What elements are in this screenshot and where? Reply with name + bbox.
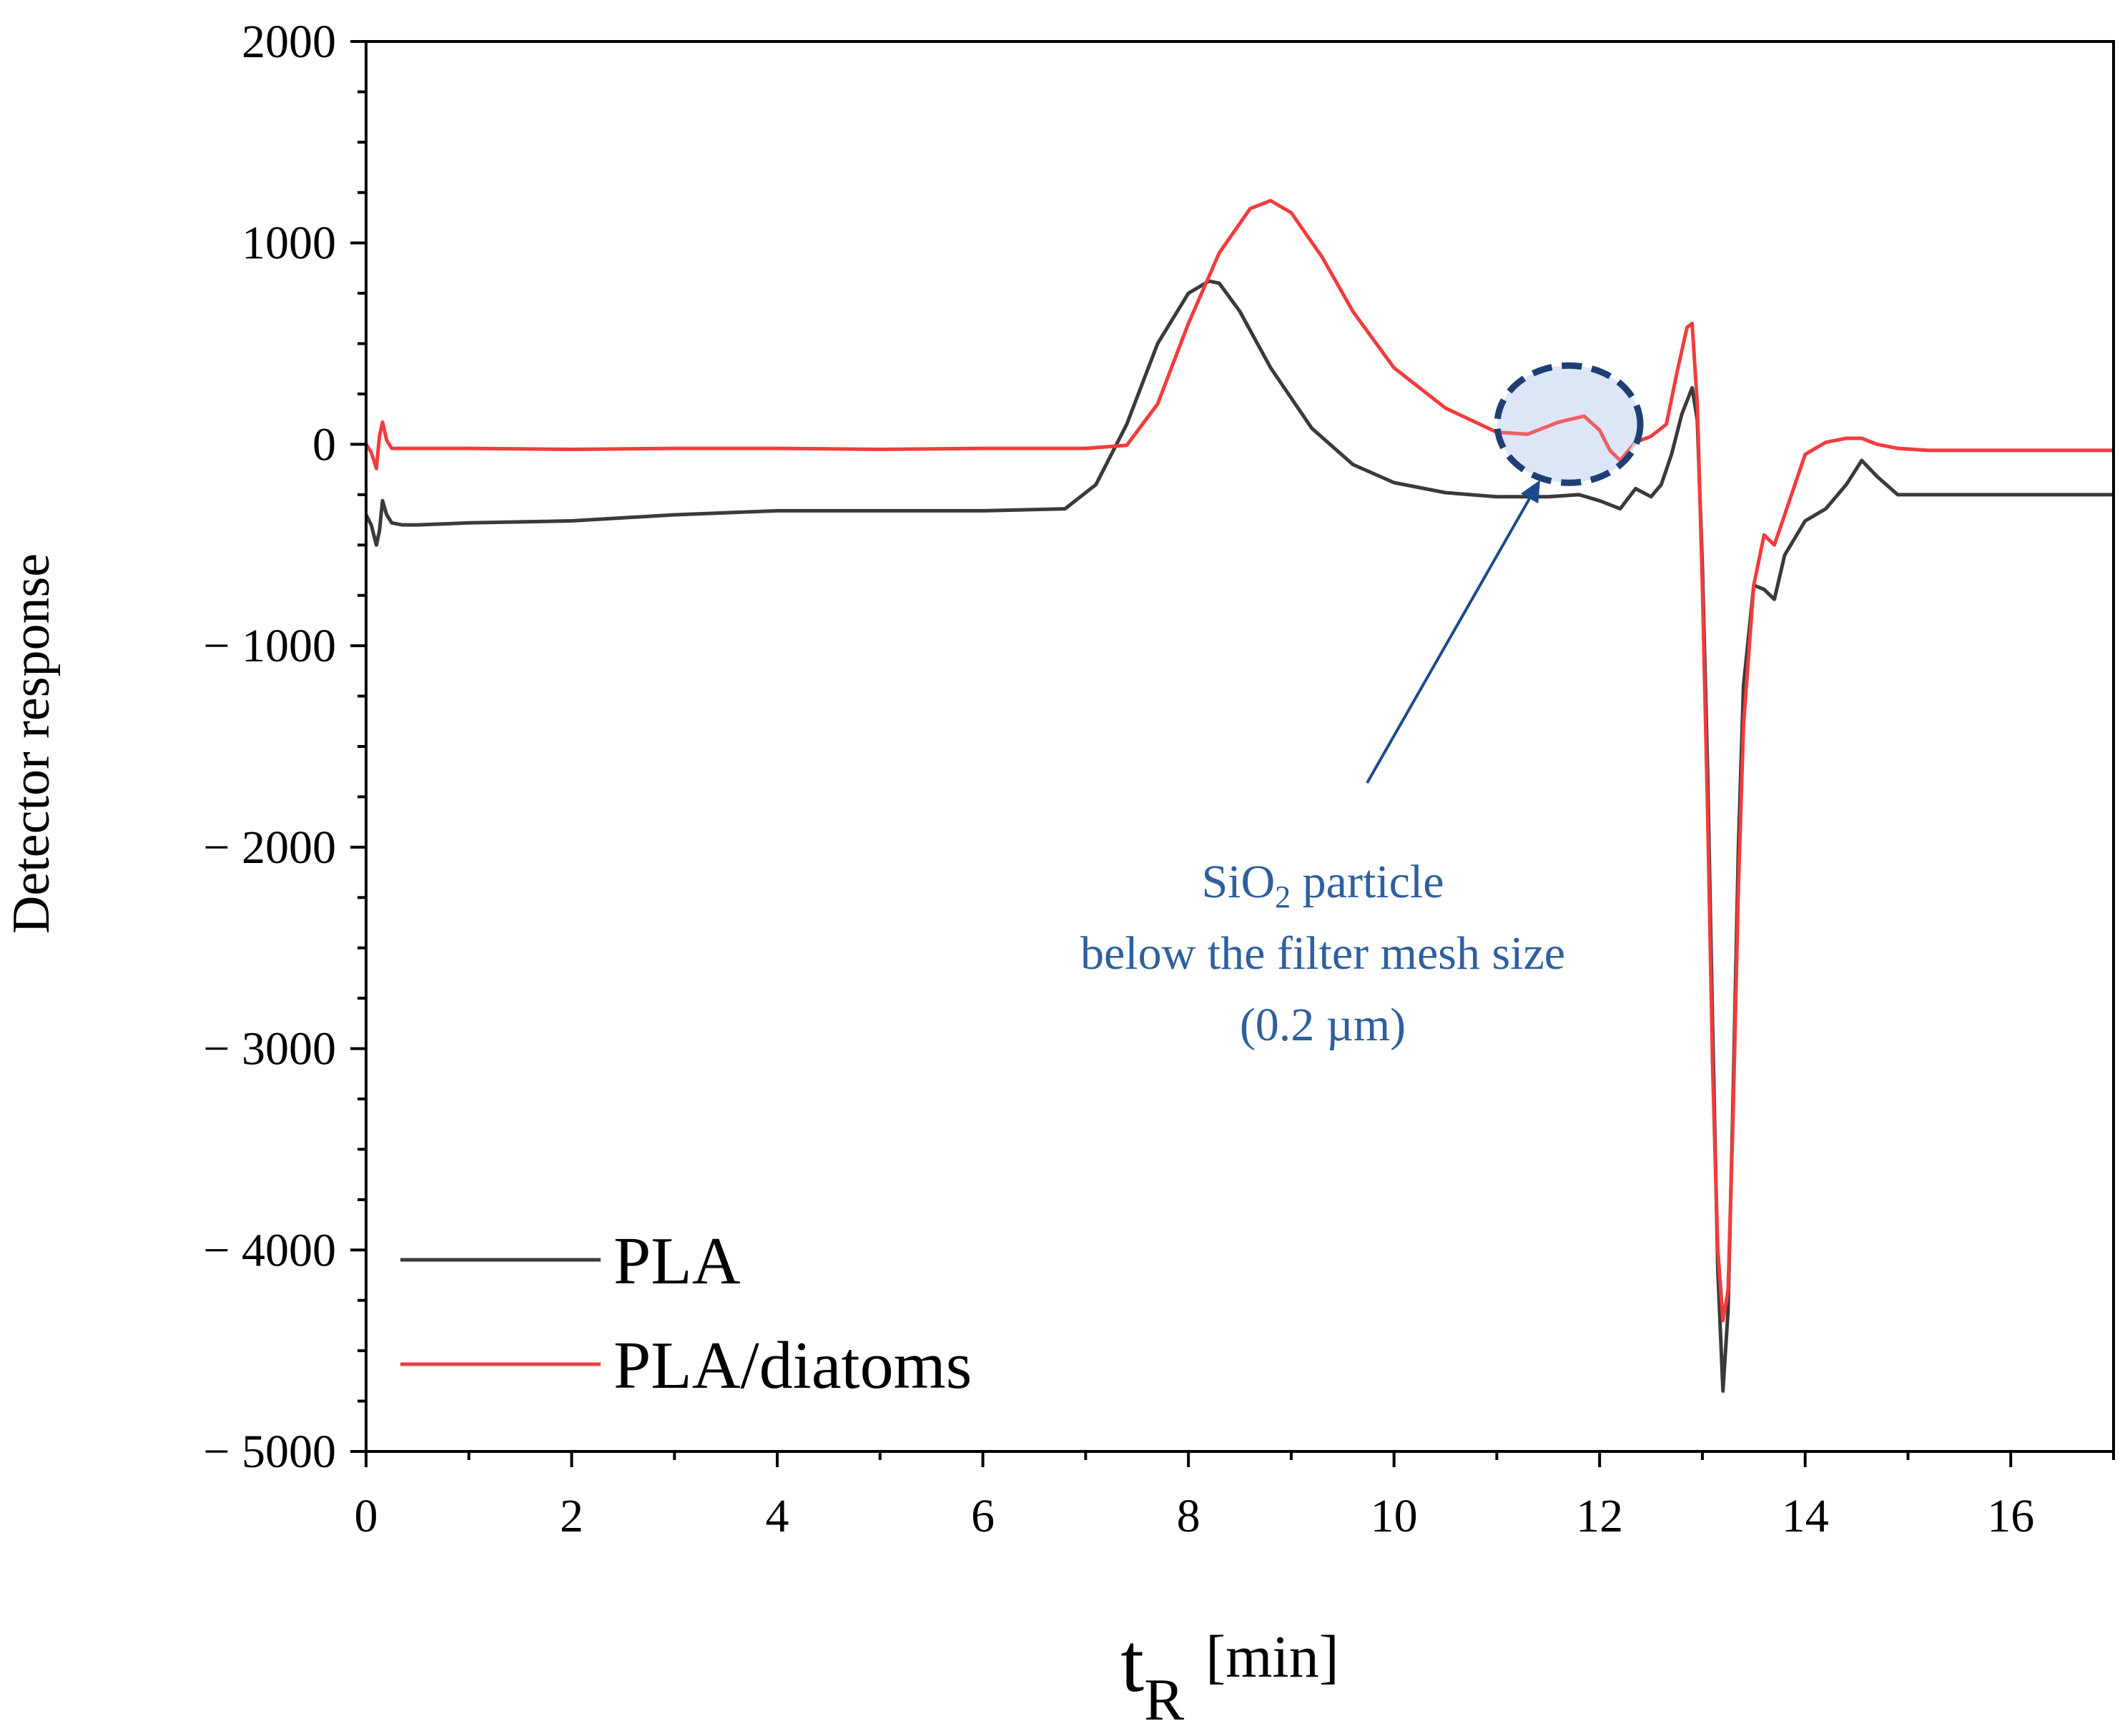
annotation: SiO2 particle below the filter mesh size…: [1080, 362, 1644, 1051]
annotation-arrowhead: [1521, 480, 1541, 504]
y-tick-label: − 3000: [203, 1023, 336, 1075]
y-tick-label: 1000: [242, 217, 336, 270]
legend-label-pla-diatoms: PLA/diatoms: [613, 1328, 972, 1403]
x-tick-label: 14: [1782, 1490, 1829, 1542]
x-tick-label: 12: [1576, 1490, 1623, 1542]
highlight-circle: [1494, 362, 1644, 486]
y-tick-label: 2000: [242, 16, 336, 68]
y-tick-label: 0: [312, 418, 336, 470]
x-axis-ticks: 0 2 4 6 8 10 12 14 16: [355, 1451, 2115, 1542]
axes: 0 2 4 6 8 10 12 14 16 2000 1000 0 − 1000 − 2000 − 300…: [203, 16, 2115, 1542]
x-tick-label: 0: [355, 1490, 378, 1542]
x-axis-label: tR[min]: [1120, 1616, 1338, 1733]
y-tick-label: − 5000: [203, 1426, 336, 1478]
legend: PLA PLA/diatoms: [400, 1224, 972, 1403]
legend-label-pla: PLA: [613, 1224, 741, 1298]
annotation-line2: below the filter mesh size: [1080, 927, 1565, 980]
x-tick-label: 2: [560, 1490, 583, 1542]
y-axis-label: Detector response: [2, 553, 61, 934]
y-axis-ticks: 2000 1000 0 − 1000 − 2000 − 3000 − 4000 − 5000: [203, 16, 366, 1478]
annotation-line3: (0.2 µm): [1240, 999, 1406, 1051]
highlighted-segment: [1500, 368, 1638, 480]
y-tick-label: − 1000: [203, 620, 336, 672]
x-tick-label: 8: [1177, 1490, 1200, 1542]
annotation-line1: SiO2 particle: [1201, 856, 1444, 914]
series-line-0: [366, 279, 2114, 1393]
x-tick-label: 6: [971, 1490, 995, 1542]
x-tick-label: 4: [766, 1490, 789, 1542]
annotation-arrow: [1366, 498, 1531, 784]
x-tick-label: 10: [1371, 1490, 1418, 1542]
y-tick-label: − 2000: [203, 822, 336, 874]
x-tick-label: 16: [1987, 1490, 2034, 1542]
y-tick-label: − 4000: [203, 1224, 336, 1276]
